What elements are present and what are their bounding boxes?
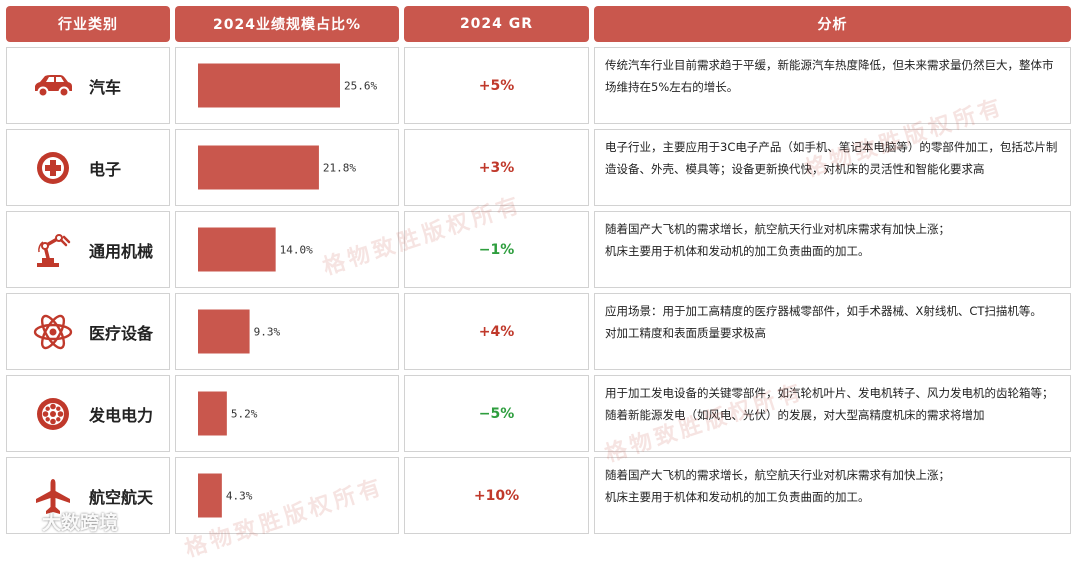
share-bar-cell: 9.3%	[175, 293, 399, 370]
share-bar-chart: 21.8%	[198, 145, 356, 190]
analysis-cell: 用于加工发电设备的关键零部件，如汽轮机叶片、发电机转子、风力发电机的齿轮箱等；随…	[594, 375, 1071, 452]
growth-value: +3%	[404, 129, 589, 206]
analysis-text: 电子行业，主要应用于3C电子产品（如手机、笔记本电脑等）的零部件加工，包括芯片制…	[605, 140, 1058, 176]
electronics-icon	[31, 146, 75, 190]
header-growth: 2024 GR	[404, 6, 589, 42]
share-value-label: 14.0%	[280, 244, 313, 257]
share-bar	[198, 473, 222, 518]
category-name: 电子	[89, 159, 122, 179]
category-cell: 发电电力	[6, 375, 170, 452]
analysis-text: 随着国产大飞机的需求增长，航空航天行业对机床需求有加快上涨；	[605, 222, 950, 236]
share-value-label: 25.6%	[344, 80, 377, 93]
analysis-text: 对加工精度和表面质量要求极高	[605, 326, 766, 340]
category-cell: 航空航天	[6, 457, 170, 534]
robot-arm-icon	[31, 228, 75, 272]
analysis-text: 随着国产大飞机的需求增长，航空航天行业对机床需求有加快上涨；	[605, 468, 950, 482]
category-name: 汽车	[89, 77, 122, 97]
share-bar-chart: 4.3%	[198, 473, 253, 518]
category-name: 航空航天	[89, 487, 154, 507]
analysis-text: 应用场景：用于加工高精度的医疗器械零部件，如手术器械、X射线机、CT扫描机等。	[605, 304, 1042, 318]
analysis-text: 用于加工发电设备的关键零部件，如汽轮机叶片、发电机转子、风力发电机的齿轮箱等；随…	[605, 386, 1054, 422]
analysis-cell: 应用场景：用于加工高精度的医疗器械零部件，如手术器械、X射线机、CT扫描机等。对…	[594, 293, 1071, 370]
car-icon	[31, 64, 75, 108]
industry-table: 行业类别 2024业绩规模占比% 2024 GR 分析 汽车 25.6% +5% 传统…	[6, 6, 1072, 541]
category-cell: 医疗设备	[6, 293, 170, 370]
brand-name: 大数跨境	[42, 512, 119, 534]
category-name: 医疗设备	[89, 323, 154, 343]
analysis-cell: 随着国产大飞机的需求增长，航空航天行业对机床需求有加快上涨； 机床主要用于机体和发…	[594, 457, 1071, 534]
brand-mark-icon	[11, 514, 35, 530]
growth-value: −1%	[404, 211, 589, 288]
share-value-label: 4.3%	[226, 490, 253, 503]
share-bar	[198, 309, 250, 354]
analysis-cell: 随着国产大飞机的需求增长，航空航天行业对机床需求有加快上涨； 机床主要用于机体和发…	[594, 211, 1071, 288]
share-bar-chart: 5.2%	[198, 391, 258, 436]
category-name: 通用机械	[89, 241, 154, 261]
share-bar-cell: 25.6%	[175, 47, 399, 124]
growth-value: −5%	[404, 375, 589, 452]
share-bar	[198, 63, 340, 108]
share-value-label: 9.3%	[254, 326, 281, 339]
share-bar-cell: 21.8%	[175, 129, 399, 206]
growth-value: +4%	[404, 293, 589, 370]
share-bar-cell: 5.2%	[175, 375, 399, 452]
analysis-cell: 传统汽车行业目前需求趋于平缓，新能源汽车热度降低，但未来需求量仍然巨大，整体市场…	[594, 47, 1071, 124]
category-cell: 电子	[6, 129, 170, 206]
atom-icon	[31, 310, 75, 354]
header-analysis: 分析	[594, 6, 1071, 42]
header-category: 行业类别	[6, 6, 170, 42]
share-bar-cell: 14.0%	[175, 211, 399, 288]
share-bar	[198, 145, 319, 190]
growth-value: +5%	[404, 47, 589, 124]
share-bar	[198, 227, 276, 272]
share-bar	[198, 391, 227, 436]
analysis-text: 传统汽车行业目前需求趋于平缓，新能源汽车热度降低，但未来需求量仍然巨大，整体市场…	[605, 58, 1054, 94]
analysis-cell: 电子行业，主要应用于3C电子产品（如手机、笔记本电脑等）的零部件加工，包括芯片制…	[594, 129, 1071, 206]
growth-value: +10%	[404, 457, 589, 534]
power-turbine-icon	[31, 392, 75, 436]
category-cell: 通用机械	[6, 211, 170, 288]
analysis-text: 机床主要用于机体和发动机的加工负责曲面的加工。	[605, 244, 870, 258]
airplane-icon	[31, 474, 75, 518]
category-cell: 汽车	[6, 47, 170, 124]
share-value-label: 5.2%	[231, 408, 258, 421]
share-bar-chart: 14.0%	[198, 227, 313, 272]
brand-logo: 大数跨境	[10, 508, 118, 535]
share-bar-cell: 4.3%	[175, 457, 399, 534]
header-share: 2024业绩规模占比%	[175, 6, 399, 42]
share-bar-chart: 9.3%	[198, 309, 281, 354]
share-value-label: 21.8%	[323, 162, 356, 175]
category-name: 发电电力	[89, 405, 154, 425]
share-bar-chart: 25.6%	[198, 63, 377, 108]
analysis-text: 机床主要用于机体和发动机的加工负责曲面的加工。	[605, 490, 870, 504]
